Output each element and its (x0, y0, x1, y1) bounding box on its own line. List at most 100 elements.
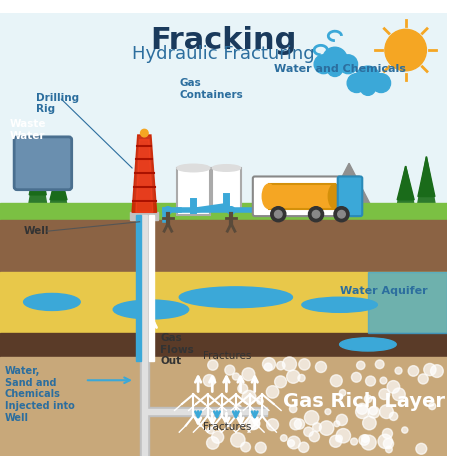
Text: Fractures: Fractures (203, 351, 251, 362)
Circle shape (312, 423, 321, 431)
Circle shape (312, 211, 320, 218)
Bar (0, 356, 447, 456)
Polygon shape (397, 166, 414, 200)
Circle shape (378, 434, 392, 448)
Circle shape (246, 416, 259, 430)
Circle shape (298, 374, 305, 382)
Circle shape (257, 398, 263, 404)
Circle shape (249, 418, 260, 429)
FancyBboxPatch shape (338, 176, 362, 216)
Circle shape (361, 435, 376, 450)
Circle shape (356, 361, 365, 370)
Circle shape (242, 390, 256, 404)
Circle shape (395, 367, 402, 374)
Circle shape (225, 365, 235, 375)
Polygon shape (321, 163, 377, 218)
Circle shape (428, 402, 436, 409)
Polygon shape (29, 152, 46, 195)
Bar (55, 218, 61, 229)
Polygon shape (27, 152, 49, 218)
Circle shape (287, 370, 300, 383)
Circle shape (351, 438, 357, 445)
Circle shape (241, 442, 250, 452)
Text: Gas Rich Layer: Gas Rich Layer (283, 392, 445, 410)
Text: Fracking: Fracking (150, 26, 297, 55)
Bar (136, 215, 141, 362)
Bar (0, 203, 447, 220)
Circle shape (364, 395, 372, 403)
Polygon shape (335, 177, 363, 218)
Circle shape (389, 412, 398, 421)
Circle shape (375, 360, 384, 369)
Ellipse shape (179, 287, 292, 308)
Circle shape (267, 419, 279, 431)
Polygon shape (50, 166, 67, 200)
Polygon shape (394, 166, 417, 218)
Circle shape (263, 358, 275, 371)
Bar (0, 333, 447, 356)
Circle shape (329, 435, 342, 447)
Bar (0, 272, 447, 333)
Ellipse shape (262, 184, 275, 209)
Circle shape (274, 376, 286, 388)
Circle shape (369, 407, 377, 415)
Circle shape (314, 55, 333, 74)
Bar (140, 215, 149, 456)
Circle shape (274, 211, 282, 218)
Text: Gas
Containers: Gas Containers (179, 78, 243, 100)
Circle shape (392, 388, 405, 401)
Circle shape (387, 380, 400, 393)
Circle shape (299, 359, 310, 370)
Polygon shape (415, 157, 438, 218)
FancyBboxPatch shape (14, 137, 72, 189)
Text: Waste
Water: Waste Water (9, 120, 46, 141)
Circle shape (231, 433, 245, 447)
Text: Water and Chemicals: Water and Chemicals (273, 64, 405, 74)
Circle shape (330, 375, 342, 387)
Text: Hydraulic Fracturing: Hydraulic Fracturing (132, 45, 315, 63)
Text: Water Aquifer: Water Aquifer (339, 286, 427, 295)
Text: Fractures: Fractures (203, 422, 251, 432)
Circle shape (283, 357, 297, 371)
Circle shape (288, 436, 300, 449)
Circle shape (365, 376, 375, 386)
Circle shape (281, 435, 287, 441)
Circle shape (336, 429, 351, 443)
Circle shape (356, 66, 380, 91)
Circle shape (379, 389, 390, 400)
Circle shape (416, 443, 427, 454)
Circle shape (141, 129, 148, 137)
Circle shape (242, 368, 255, 381)
Circle shape (339, 55, 357, 74)
Circle shape (336, 414, 347, 425)
Circle shape (309, 431, 319, 442)
Circle shape (385, 446, 392, 453)
Circle shape (304, 410, 319, 425)
Ellipse shape (328, 184, 341, 209)
Circle shape (228, 207, 235, 214)
Polygon shape (132, 135, 156, 212)
Polygon shape (418, 157, 435, 197)
Circle shape (232, 373, 239, 380)
Circle shape (356, 403, 367, 414)
Circle shape (363, 416, 376, 430)
Circle shape (325, 409, 331, 415)
Circle shape (360, 80, 375, 95)
Bar (368, 272, 447, 333)
Circle shape (290, 418, 301, 430)
Circle shape (408, 366, 419, 376)
Ellipse shape (212, 165, 241, 171)
Text: Gas
Flows
Out: Gas Flows Out (160, 333, 194, 366)
Circle shape (277, 362, 285, 370)
Bar (424, 218, 429, 229)
Circle shape (255, 442, 266, 453)
Circle shape (334, 207, 349, 222)
Circle shape (339, 390, 346, 396)
Circle shape (383, 429, 392, 439)
Ellipse shape (113, 300, 189, 319)
Text: Well: Well (24, 226, 49, 236)
Ellipse shape (302, 297, 377, 312)
Circle shape (323, 47, 347, 72)
Circle shape (359, 435, 369, 445)
Circle shape (315, 362, 327, 372)
